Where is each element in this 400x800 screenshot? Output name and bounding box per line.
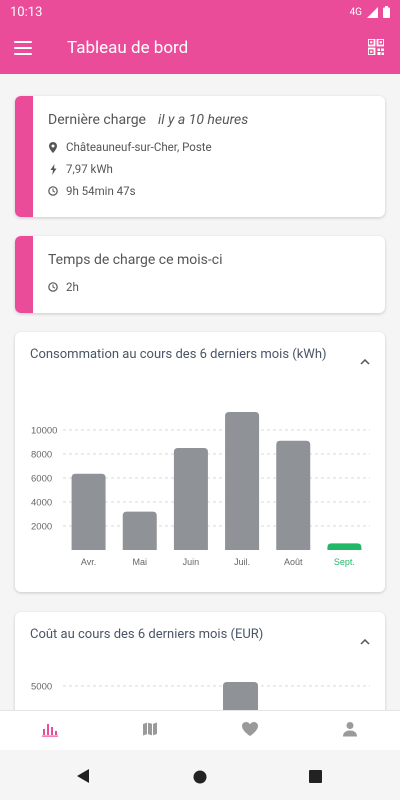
charge-energy: 7,97 kWh	[66, 162, 113, 176]
map-icon	[143, 722, 157, 736]
charge-duration: 9h 54min 47s	[66, 184, 136, 198]
signal-icon	[367, 6, 378, 18]
network-type: 4G	[349, 6, 362, 18]
bar	[276, 440, 311, 550]
menu-icon[interactable]	[14, 41, 32, 55]
month-charge-title: Temps de charge ce mois-ci	[48, 252, 223, 268]
status-bar: 10:13 4G	[0, 0, 400, 24]
chevron-up-icon[interactable]	[360, 350, 370, 369]
y-tick-label: 10000	[31, 426, 57, 437]
page-title: Tableau de bord	[67, 38, 189, 58]
heart-icon	[242, 722, 258, 736]
location-row: Châteauneuf-sur-Cher, Poste	[48, 140, 212, 154]
cost-chart: 5000	[31, 682, 370, 712]
nav-favorites[interactable]	[240, 719, 260, 739]
back-icon[interactable]	[76, 769, 90, 783]
y-tick-label: 6000	[31, 474, 52, 485]
month-charge-time: 2h	[66, 280, 79, 294]
x-tick-label: Mai	[132, 557, 147, 567]
system-navigation-bar	[0, 750, 400, 800]
recents-icon[interactable]	[309, 770, 322, 783]
chevron-up-icon[interactable]	[360, 630, 370, 649]
home-icon[interactable]	[193, 770, 207, 784]
bar	[225, 412, 260, 550]
bar	[71, 473, 106, 550]
status-icons: 4G	[350, 6, 390, 18]
last-charge-label: Dernière charge	[48, 112, 146, 128]
last-charge-ago: il y a 10 heures	[157, 112, 249, 128]
y-tick-label: 4000	[31, 498, 52, 509]
duration-row: 9h 54min 47s	[48, 184, 136, 198]
bar	[122, 511, 157, 550]
bar	[223, 682, 258, 712]
card-accent	[15, 236, 33, 313]
battery-icon	[383, 6, 390, 18]
bar	[327, 543, 362, 550]
last-charge-title: Dernière charge il y a 10 heures	[48, 112, 248, 128]
card-accent	[15, 96, 33, 217]
bar	[173, 448, 208, 550]
x-tick-label: Avr.	[81, 557, 96, 567]
nav-map[interactable]	[140, 719, 160, 739]
bar-chart-icon	[42, 724, 58, 737]
bottom-navigation	[0, 710, 400, 750]
clock-icon	[48, 282, 58, 292]
y-tick-label: 2000	[31, 522, 52, 533]
nav-dashboard[interactable]	[40, 719, 60, 739]
x-tick-label: Août	[284, 557, 303, 567]
consumption-card: Consommation au cours des 6 derniers moi…	[15, 332, 385, 592]
charge-location: Châteauneuf-sur-Cher, Poste	[66, 140, 212, 154]
consumption-card-title: Consommation au cours des 6 derniers moi…	[30, 347, 327, 362]
bolt-icon	[48, 163, 58, 175]
x-tick-label: Sept.	[334, 557, 355, 567]
qr-code-icon[interactable]	[367, 38, 385, 59]
cost-card-title: Coût au cours des 6 derniers mois (EUR)	[30, 627, 264, 642]
y-tick-label: 5000	[31, 682, 52, 693]
clock-icon	[48, 186, 58, 196]
person-icon	[343, 722, 357, 737]
app-bar: Tableau de bord	[0, 24, 400, 74]
consumption-chart: 2000 4000 6000 8000 10000 Avr. Mai Juin Juil. Aoû…	[31, 412, 370, 567]
x-tick-label: Juil.	[234, 557, 250, 567]
status-time: 10:13	[10, 4, 43, 20]
last-charge-card[interactable]: Dernière charge il y a 10 heures Châteaun…	[15, 96, 385, 217]
month-charge-card[interactable]: Temps de charge ce mois-ci 2h	[15, 236, 385, 313]
energy-row: 7,97 kWh	[48, 162, 113, 176]
y-tick-label: 8000	[31, 450, 52, 461]
location-pin-icon	[48, 141, 58, 153]
x-tick-label: Juin	[183, 557, 200, 567]
month-charge-row: 2h	[48, 280, 79, 294]
nav-profile[interactable]	[340, 719, 360, 739]
